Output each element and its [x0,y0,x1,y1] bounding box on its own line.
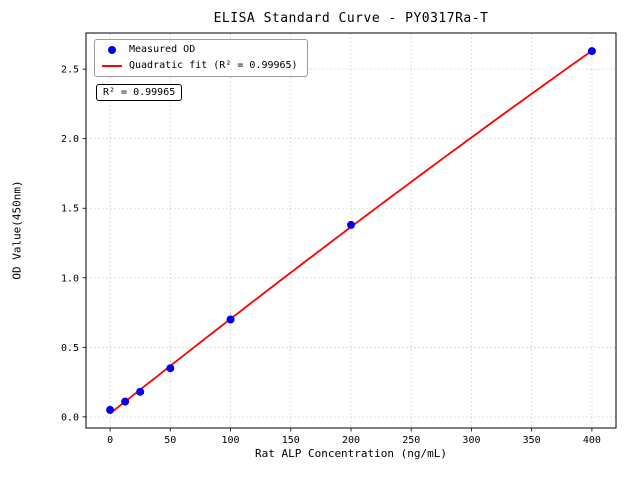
x-tick-label: 400 [583,435,601,446]
legend: Measured OD Quadratic fit (R² = 0.99965) [94,39,308,77]
legend-handle [101,46,123,54]
legend-item-measured-od: Measured OD [101,44,298,56]
measured-od-point [121,397,130,406]
chart-title: ELISA Standard Curve - PY0317Ra-T [213,11,489,26]
legend-item-quadratic-fit: Quadratic fit (R² = 0.99965) [101,60,298,72]
measured-od-point [587,47,596,56]
y-tick-label: 1.5 [61,204,79,215]
legend-marker-line-icon [102,65,122,67]
y-tick-label: 0.0 [61,412,79,423]
legend-label-measured-od: Measured OD [129,44,196,55]
legend-handle [101,65,123,67]
legend-label-quadratic-fit: Quadratic fit (R² = 0.99965) [129,60,298,71]
x-tick-label: 50 [164,435,176,446]
measured-od-point [106,405,115,414]
x-axis-label: Rat ALP Concentration (ng/mL) [254,447,448,460]
x-tick-label: 250 [402,435,420,446]
legend-marker-dot-icon [108,46,116,54]
x-tick-label: 200 [342,435,360,446]
measured-od-point [136,387,145,396]
y-tick-label: 2.0 [61,134,79,145]
x-tick-label: 350 [523,435,541,446]
measured-od-point [347,220,355,229]
x-tick-label: 100 [222,435,240,446]
y-tick-label: 2.5 [61,65,79,76]
x-tick-label: 0 [107,435,113,446]
axes-frame [85,32,617,429]
measured-od-point [166,364,175,373]
y-tick-label: 0.5 [61,343,79,354]
x-tick-label: 300 [462,435,480,446]
r-squared-annotation: R² = 0.99965 [96,84,183,101]
measured-od-point [226,315,235,324]
x-tick-label: 150 [282,435,300,446]
y-tick-label: 1.0 [61,273,79,284]
